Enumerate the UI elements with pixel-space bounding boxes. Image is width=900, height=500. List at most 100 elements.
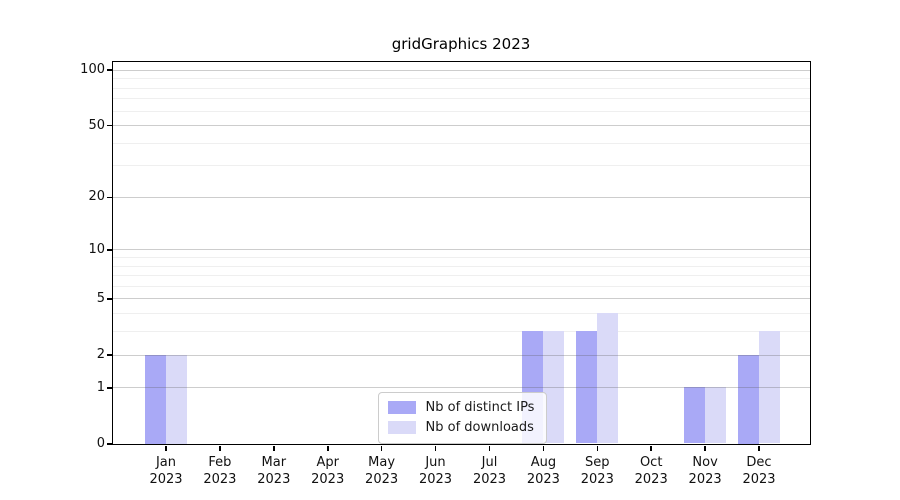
x-tick-mark bbox=[650, 445, 652, 451]
x-tick-mark bbox=[434, 445, 437, 451]
y-tick-label: 1 bbox=[96, 379, 105, 395]
month-label: Mar bbox=[261, 455, 287, 470]
y-tick-mark bbox=[106, 354, 112, 356]
x-tick-label: Jun 2023 bbox=[404, 454, 468, 488]
gridline-minor bbox=[112, 165, 810, 167]
y-tick-mark bbox=[106, 249, 112, 251]
bar-jan-series0 bbox=[144, 354, 166, 444]
month-label: Jun bbox=[425, 455, 446, 470]
gridline-major bbox=[112, 249, 810, 251]
y-tick-label: 50 bbox=[88, 117, 105, 133]
gridline-minor bbox=[112, 98, 810, 100]
bar-nov-series0 bbox=[683, 387, 705, 444]
year-label: 2023 bbox=[634, 472, 668, 487]
y-tick-label: 20 bbox=[88, 189, 105, 205]
gridline-major bbox=[112, 196, 810, 198]
year-label: 2023 bbox=[418, 472, 453, 487]
x-tick-label: Feb 2023 bbox=[188, 454, 252, 488]
year-label: 2023 bbox=[365, 472, 399, 487]
year-label: 2023 bbox=[580, 472, 614, 487]
gridline-minor bbox=[112, 110, 810, 112]
month-label: Apr bbox=[316, 455, 339, 470]
gridline-major bbox=[112, 354, 810, 356]
month-label: Jan bbox=[155, 455, 177, 470]
year-label: 2023 bbox=[149, 472, 183, 487]
month-label: Dec bbox=[746, 455, 772, 470]
x-tick-label: Dec 2023 bbox=[727, 454, 791, 488]
bar-dec-series0 bbox=[737, 354, 759, 444]
gridline-minor bbox=[112, 257, 810, 258]
bar-sep-series1 bbox=[596, 313, 618, 444]
month-label: Aug bbox=[530, 455, 557, 470]
month-label: May bbox=[368, 455, 396, 470]
y-tick-label: 10 bbox=[88, 241, 105, 257]
month-label: Nov bbox=[692, 455, 718, 470]
gridline-minor bbox=[112, 313, 810, 315]
x-tick-mark bbox=[380, 445, 383, 451]
bar-nov-series1 bbox=[704, 387, 726, 444]
year-label: 2023 bbox=[742, 472, 776, 487]
x-tick-mark bbox=[273, 445, 275, 451]
gridline-minor bbox=[112, 142, 810, 144]
x-tick-mark bbox=[704, 445, 706, 451]
y-tick-mark bbox=[106, 298, 112, 300]
year-label: 2023 bbox=[203, 472, 237, 487]
gridline-minor bbox=[112, 265, 810, 267]
bar-sep-series0 bbox=[575, 331, 597, 444]
x-tick-label: Jul 2023 bbox=[458, 454, 522, 488]
y-tick-mark bbox=[106, 196, 112, 199]
gridline-major bbox=[112, 125, 810, 126]
x-tick-mark bbox=[327, 445, 329, 451]
bar-aug-series1 bbox=[542, 331, 564, 444]
month-label: Feb bbox=[208, 455, 232, 470]
year-label: 2023 bbox=[526, 472, 560, 487]
gridline-major bbox=[112, 298, 810, 300]
x-tick-label: Mar 2023 bbox=[242, 454, 306, 488]
x-tick-mark bbox=[165, 445, 167, 451]
x-tick-label: Oct 2023 bbox=[619, 454, 683, 488]
x-tick-mark bbox=[219, 445, 221, 451]
legend-entry: Nb of downloads bbox=[386, 418, 537, 438]
legend-entry: Nb of distinct IPs bbox=[386, 398, 537, 418]
y-tick-mark bbox=[106, 387, 112, 389]
month-label: Jul bbox=[481, 455, 498, 470]
chart-title: gridGraphics 2023 bbox=[391, 35, 531, 53]
y-tick-mark bbox=[106, 443, 112, 445]
legend-label: Nb of downloads bbox=[425, 420, 534, 435]
legend-label: Nb of distinct IPs bbox=[425, 400, 535, 415]
gridline-minor bbox=[112, 285, 810, 287]
month-label: Oct bbox=[639, 455, 663, 470]
year-label: 2023 bbox=[311, 472, 345, 487]
legend-swatch-downloads bbox=[387, 421, 416, 434]
y-tick-mark bbox=[106, 124, 112, 127]
year-label: 2023 bbox=[257, 472, 291, 487]
y-tick-label: 5 bbox=[96, 290, 105, 306]
gridline-minor bbox=[112, 275, 810, 277]
x-tick-label: May 2023 bbox=[350, 454, 414, 488]
x-tick-label: Nov 2023 bbox=[673, 454, 737, 488]
y-tick-label: 0 bbox=[96, 436, 105, 451]
bar-jan-series1 bbox=[165, 354, 187, 444]
gridline-major bbox=[112, 69, 810, 71]
x-tick-label: Jan 2023 bbox=[134, 454, 198, 488]
bar-dec-series1 bbox=[758, 331, 780, 444]
gridline-minor bbox=[112, 87, 810, 89]
x-tick-mark bbox=[758, 445, 760, 451]
x-tick-label: Apr 2023 bbox=[296, 454, 360, 488]
plot-area: Nb of distinct IPs Nb of downloads bbox=[111, 60, 811, 445]
legend-swatch-distinct-ips bbox=[387, 401, 416, 414]
x-tick-mark bbox=[488, 445, 491, 451]
year-label: 2023 bbox=[688, 472, 722, 487]
gridline-minor bbox=[112, 78, 810, 80]
legend: Nb of distinct IPs Nb of downloads bbox=[377, 391, 548, 444]
x-tick-label: Aug 2023 bbox=[511, 454, 575, 488]
y-tick-label: 100 bbox=[80, 62, 105, 78]
year-label: 2023 bbox=[472, 472, 507, 487]
x-tick-mark bbox=[596, 445, 598, 451]
x-tick-mark bbox=[542, 445, 545, 451]
gridline-major bbox=[112, 387, 810, 389]
y-tick-label: 2 bbox=[96, 347, 105, 362]
gridline-minor bbox=[112, 331, 810, 333]
x-tick-label: Sep 2023 bbox=[565, 454, 629, 488]
